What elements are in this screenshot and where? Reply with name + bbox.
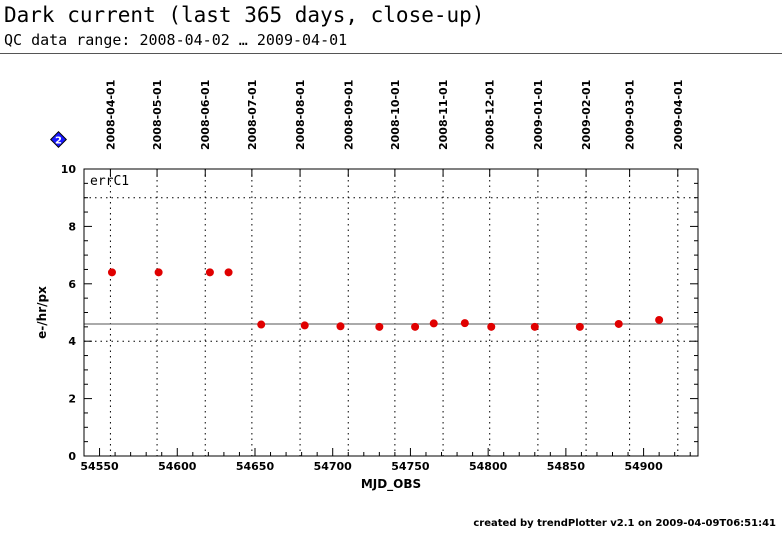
page-subtitle: QC data range: 2008-04-02 … 2009-04-01 — [4, 31, 348, 49]
top-date-label: 2008-04-01 — [104, 80, 117, 150]
top-date-label: 2009-02-01 — [580, 80, 593, 150]
data-point — [205, 268, 214, 277]
y-tick-label: 4 — [68, 335, 76, 348]
x-tick-label: 54600 — [158, 460, 197, 473]
y-tick-label: 2 — [68, 393, 76, 406]
reference-lines — [84, 197, 698, 342]
help-icon-glyph: 2 — [55, 136, 62, 147]
data-point — [460, 319, 469, 328]
data-point — [154, 268, 163, 277]
top-date-label: 2008-11-01 — [437, 80, 450, 150]
data-point — [429, 319, 438, 328]
data-point — [224, 268, 233, 277]
x-axis-label: MJD_OBS — [361, 477, 421, 492]
data-point — [411, 322, 420, 331]
data-point — [375, 322, 384, 331]
help-icon[interactable]: 2 — [50, 131, 67, 148]
data-point — [487, 322, 496, 331]
top-date-label: 2008-07-01 — [246, 80, 259, 150]
y-axis-label: e-/hr/px — [35, 286, 49, 339]
data-points — [107, 268, 664, 331]
top-date-label: 2009-03-01 — [624, 80, 637, 150]
data-point — [300, 321, 309, 330]
x-tick-label: 54850 — [547, 460, 586, 473]
y-tick-label: 10 — [61, 163, 77, 176]
x-tick-label: 54700 — [314, 460, 353, 473]
footer-credit: created by trendPlotter v2.1 on 2009-04-… — [473, 518, 776, 529]
y-tick-label: 6 — [68, 278, 76, 291]
data-point — [107, 268, 116, 277]
y-tick-label: 0 — [68, 450, 76, 463]
x-tick-label: 54800 — [469, 460, 508, 473]
grid-lines — [109, 169, 679, 456]
data-point — [614, 319, 623, 328]
x-tick-label: 54750 — [391, 460, 430, 473]
panel-label: errC1 — [90, 174, 129, 189]
top-date-label: 2008-12-01 — [484, 80, 497, 150]
data-point — [336, 322, 345, 331]
top-date-label: 2008-09-01 — [342, 80, 355, 150]
x-tick-label: 54900 — [624, 460, 663, 473]
plot-frame — [83, 168, 699, 457]
top-date-label: 2009-01-01 — [532, 80, 545, 150]
top-date-label: 2008-08-01 — [294, 80, 307, 150]
x-tick-label: 54550 — [80, 460, 119, 473]
y-tick-label: 8 — [68, 220, 76, 233]
page-title: Dark current (last 365 days, close-up) — [4, 3, 485, 27]
header-divider — [0, 53, 782, 54]
data-point — [575, 322, 584, 331]
data-point — [257, 320, 266, 329]
top-date-label: 2008-10-01 — [389, 80, 402, 150]
top-date-label: 2008-06-01 — [199, 80, 212, 150]
x-tick-label: 54650 — [236, 460, 275, 473]
top-date-label: 2008-05-01 — [151, 80, 164, 150]
data-point — [530, 322, 539, 331]
top-date-label: 2009-04-01 — [672, 80, 685, 150]
data-point — [655, 315, 664, 324]
axes: 54550 54600 54650 54700 54750 54800 54850 54900… — [61, 80, 698, 473]
